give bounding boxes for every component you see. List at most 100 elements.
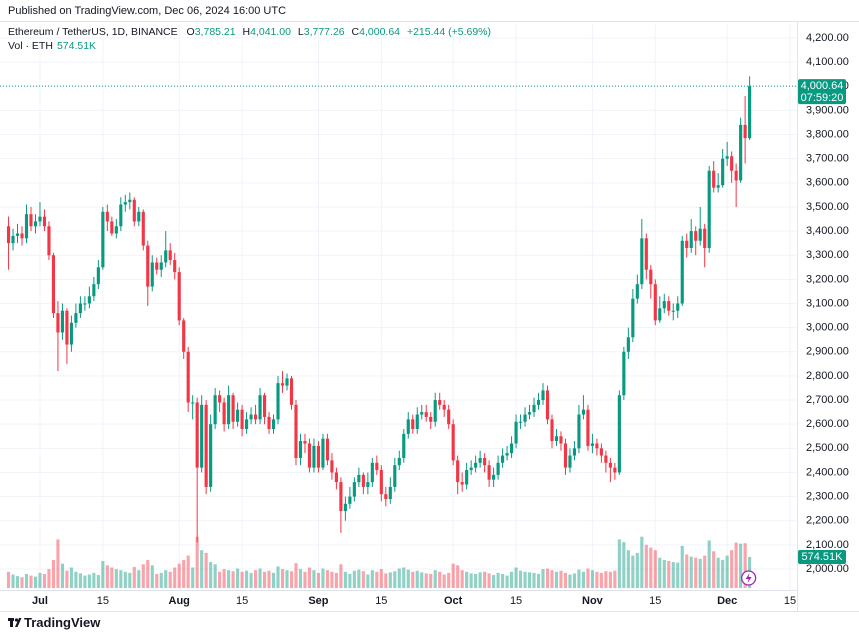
candle-body — [568, 455, 572, 468]
y-tick-label: 2,000.00 — [806, 563, 849, 575]
volume-bar — [258, 568, 262, 588]
volume-bar — [298, 569, 303, 588]
volume-bar — [150, 565, 154, 588]
candle-body — [240, 409, 244, 430]
volume-bar — [285, 570, 289, 588]
volume-bar — [388, 572, 392, 588]
candle-body — [11, 235, 15, 244]
candle-body — [65, 310, 69, 345]
volume-bar — [379, 569, 383, 588]
volume-bar — [227, 570, 231, 588]
candle-body — [532, 404, 536, 413]
candle-body — [321, 438, 325, 468]
candle-body — [20, 233, 24, 239]
x-tick-label: 15 — [649, 595, 661, 607]
candle-body — [644, 238, 648, 270]
volume-bar — [56, 539, 60, 588]
volume-bar — [191, 567, 195, 588]
candle-body — [680, 240, 684, 304]
volume-bar — [568, 574, 572, 588]
volume-bar — [231, 571, 235, 588]
candle-body — [78, 303, 82, 314]
x-tick-label: 15 — [97, 595, 109, 607]
candle-body — [339, 482, 343, 512]
candle-body — [397, 457, 401, 466]
volume-bar — [321, 568, 325, 588]
candle-body — [173, 260, 177, 273]
grid — [0, 24, 797, 590]
last-price-label: 4,000.64 — [801, 80, 844, 92]
symbol: Ethereum / TetherUS, 1D, BINANCE — [8, 26, 178, 38]
volume-bar — [734, 542, 738, 588]
candle-body — [402, 433, 406, 458]
volume-bar — [105, 565, 109, 588]
volume-bar — [689, 556, 693, 588]
volume-bar — [483, 571, 487, 588]
volume-bar — [218, 571, 222, 588]
candle-body — [280, 383, 285, 386]
volume-bar — [649, 547, 653, 588]
volume-bar — [676, 562, 680, 588]
candle-body — [577, 414, 581, 449]
candle-body — [276, 383, 280, 420]
volume-bar — [554, 571, 559, 588]
volume-bar — [204, 552, 208, 588]
volume-bar — [42, 573, 47, 588]
candle-body — [604, 455, 608, 463]
candle-body — [298, 441, 303, 458]
candle-body — [536, 400, 541, 405]
volume-bar — [545, 568, 550, 588]
volume-bar — [433, 570, 437, 588]
volume-bar — [213, 564, 217, 588]
volume-bar — [173, 567, 177, 588]
y-tick-label: 3,600.00 — [806, 177, 849, 189]
candle-body — [271, 419, 276, 430]
volume-bar — [370, 570, 374, 588]
candle-body — [442, 404, 446, 410]
volume-bar — [141, 564, 145, 588]
candle-body — [671, 310, 675, 312]
candle-body — [725, 156, 729, 159]
candle-body — [119, 204, 123, 227]
volume-bar — [478, 572, 482, 588]
candle-body — [222, 402, 226, 425]
volume-bar — [743, 543, 747, 588]
volume-bar — [469, 573, 473, 588]
volume-bar — [348, 573, 352, 588]
candle-body — [599, 448, 603, 456]
x-tick-label: 15 — [236, 595, 248, 607]
candle-body — [689, 231, 693, 248]
candle-body — [370, 462, 374, 483]
candle-body — [492, 474, 496, 480]
candle-body — [164, 250, 168, 263]
volume-bar — [361, 571, 365, 588]
candle-body — [366, 482, 370, 487]
candle-body — [294, 404, 298, 458]
x-tick-label: 15 — [784, 595, 796, 607]
volume-bar — [424, 573, 428, 588]
candle-body — [662, 301, 666, 309]
candle-body — [330, 460, 334, 473]
volume-bar — [146, 559, 150, 588]
candle-body — [29, 214, 33, 227]
volume-bar — [339, 564, 343, 588]
candle-body — [622, 351, 626, 396]
candle-body — [312, 445, 316, 468]
volume-bar — [685, 554, 689, 588]
volume-bar — [186, 555, 190, 588]
candle-body — [249, 414, 253, 420]
volume-bar — [200, 550, 204, 588]
candle-body — [626, 337, 630, 352]
candle-body — [74, 313, 78, 323]
candle-body — [191, 402, 195, 404]
candle-body — [177, 272, 181, 321]
volume-bar — [725, 555, 729, 588]
volume-bar — [245, 570, 249, 588]
candle-body — [87, 296, 91, 304]
volume-bar — [137, 570, 141, 588]
candle-body — [110, 221, 114, 234]
ohlc-key: O — [186, 26, 195, 38]
candle-body — [393, 465, 397, 487]
candle-body — [343, 503, 347, 512]
